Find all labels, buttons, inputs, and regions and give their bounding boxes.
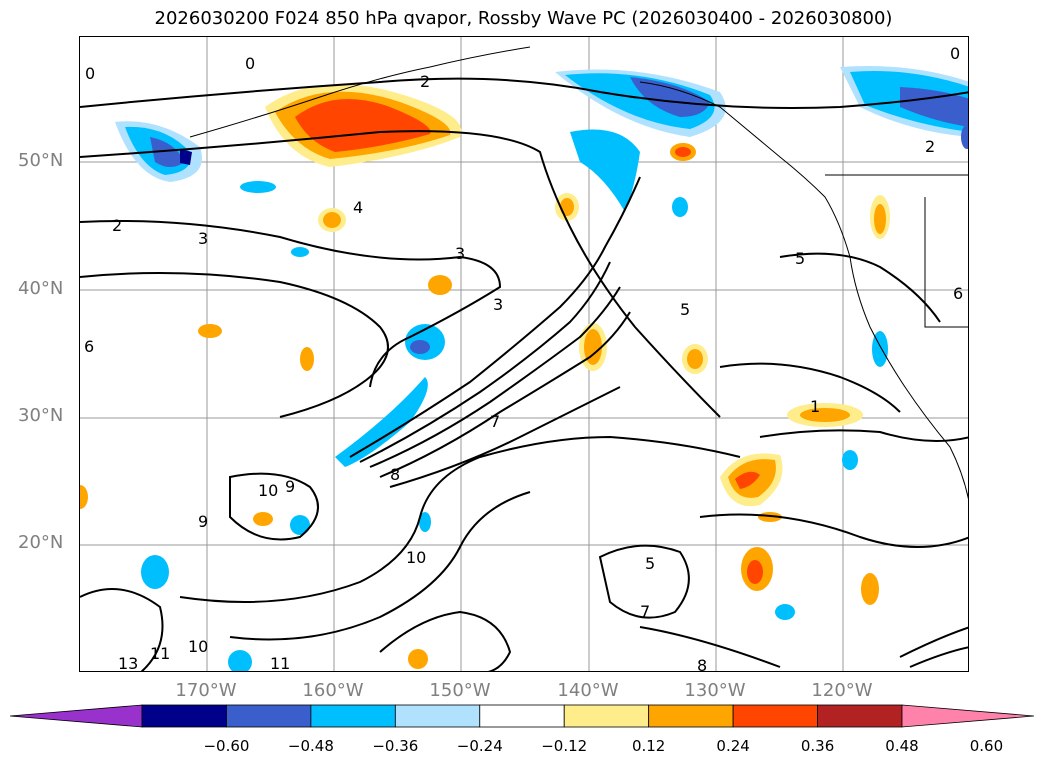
contour-label: 2 — [925, 137, 935, 156]
colorbar-cell — [817, 704, 903, 728]
contour-lines — [80, 77, 968, 671]
colorbar-tick-label: 0.48 — [885, 737, 919, 755]
map-title: 2026030200 F024 850 hPa qvapor, Rossby W… — [154, 8, 893, 29]
contour-label: 7 — [490, 412, 500, 431]
contour-label: 13 — [118, 654, 138, 672]
lon-label-130w: 130°W — [684, 680, 746, 701]
contour-label: 6 — [953, 284, 963, 303]
contour-label: 10 — [406, 548, 426, 567]
colorbar-tick-label: −0.60 — [203, 737, 250, 755]
contour-label: 2 — [112, 216, 122, 235]
colorbar — [10, 704, 1035, 728]
lon-label-140w: 140°W — [557, 680, 619, 701]
lat-label-20n: 20°N — [18, 532, 64, 553]
contour-label: 5 — [795, 249, 805, 268]
map-canvas: 0 0 0 2 2 2 3 3 3 4 5 5 5 6 6 7 8 9 9 10… — [80, 37, 968, 672]
colorbar-tick-label: 0.12 — [631, 737, 666, 755]
colorbar-tick-label: 0.60 — [969, 737, 1004, 755]
lat-label-30n: 30°N — [18, 405, 64, 426]
contour-label: 3 — [198, 229, 208, 248]
colorbar-cell — [732, 704, 818, 728]
colorbar-cell — [479, 704, 565, 728]
colorbar-tick-label: −0.48 — [287, 737, 334, 755]
colorbar-cell — [310, 704, 396, 728]
contour-label: 11 — [270, 654, 290, 672]
contour-label: 6 — [84, 337, 94, 356]
colorbar-tick-label: −0.24 — [456, 737, 503, 755]
contour-label: 5 — [680, 300, 690, 319]
colorbar-tick-label: −0.36 — [372, 737, 419, 755]
lon-label-120w: 120°W — [811, 680, 873, 701]
lon-label-170w: 170°W — [175, 680, 237, 701]
contour-label: 7 — [640, 602, 650, 621]
colorbar-cell — [648, 704, 734, 728]
shaded-anomalies — [80, 66, 968, 671]
map-panel: 0 0 0 2 2 2 3 3 3 4 5 5 5 6 6 7 8 9 9 10… — [79, 36, 969, 672]
graticule — [80, 37, 968, 671]
contour-label: 3 — [493, 295, 503, 314]
colorbar-cell — [141, 704, 227, 728]
contour-label: 0 — [950, 44, 960, 63]
lon-label-160w: 160°W — [302, 680, 364, 701]
contour-label: 9 — [198, 512, 208, 531]
colorbar-cell — [10, 704, 143, 728]
lon-label-150w: 150°W — [429, 680, 491, 701]
colorbar-tick-label: 0.36 — [800, 737, 835, 755]
lat-label-50n: 50°N — [18, 150, 64, 171]
contour-label: 8 — [697, 656, 707, 672]
contour-label: 8 — [390, 465, 400, 484]
colorbar-cell — [563, 704, 650, 728]
contour-label: 10 — [188, 637, 208, 656]
contour-label: 0 — [85, 64, 95, 83]
colorbar-cell — [394, 704, 481, 728]
contour-labels: 0 0 0 2 2 2 3 3 3 4 5 5 5 6 6 7 8 9 9 10… — [84, 44, 963, 672]
colorbar-cell — [226, 704, 312, 728]
colorbar-tick-label: −0.12 — [541, 737, 588, 755]
contour-label: 4 — [353, 198, 363, 217]
colorbar-tick-label: 0.24 — [716, 737, 750, 755]
colorbar-cell — [901, 704, 1035, 728]
contour-label: 3 — [455, 244, 465, 263]
contour-label: 9 — [285, 477, 295, 496]
lat-label-40n: 40°N — [18, 278, 64, 299]
contour-label: 1 — [810, 397, 820, 416]
contour-label: 10 — [258, 481, 278, 500]
contour-label: 5 — [645, 554, 655, 573]
contour-label: 2 — [420, 72, 430, 91]
contour-label: 11 — [150, 644, 170, 663]
contour-label: 0 — [245, 54, 255, 73]
